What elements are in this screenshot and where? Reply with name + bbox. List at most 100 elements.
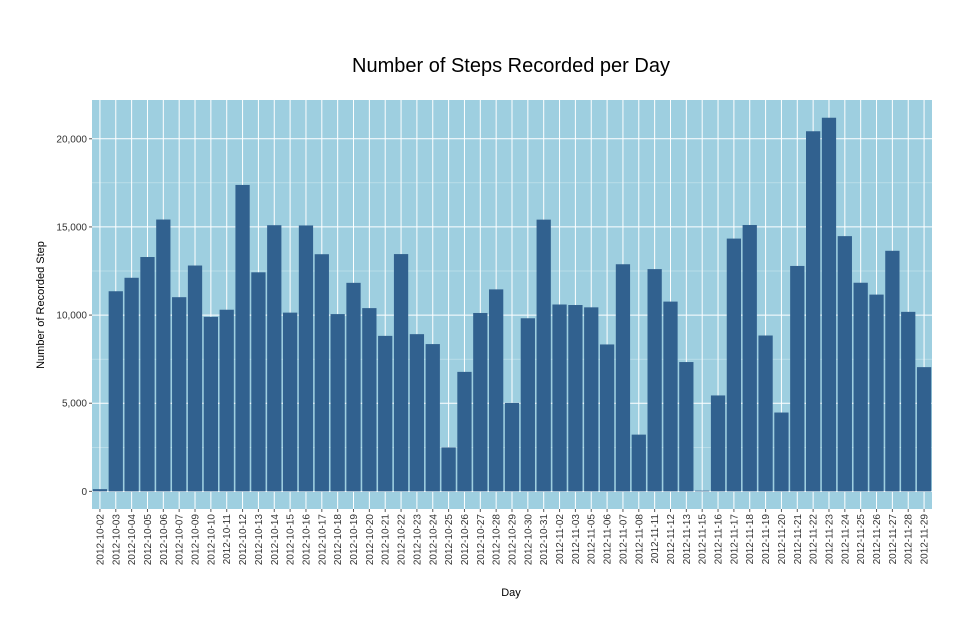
bar bbox=[679, 362, 694, 492]
bar bbox=[409, 334, 425, 492]
x-tick-label: 2012-11-05 bbox=[587, 514, 598, 565]
bar bbox=[92, 489, 108, 492]
x-tick-label: 2012-10-30 bbox=[523, 514, 534, 566]
y-tick-label: 10,000 bbox=[56, 311, 87, 322]
x-tick-label: 2012-10-07 bbox=[175, 514, 186, 566]
x-tick-label: 2012-10-22 bbox=[397, 514, 408, 566]
x-tick-label: 2012-11-06 bbox=[603, 514, 614, 565]
y-axis-ticks: 0 5,000 10,000 15,000 20,000 bbox=[56, 134, 92, 498]
bar bbox=[235, 184, 250, 492]
x-tick-label: 2012-10-20 bbox=[365, 514, 376, 566]
bar bbox=[742, 224, 757, 492]
bar bbox=[473, 312, 488, 492]
bar bbox=[457, 371, 472, 492]
bar bbox=[837, 236, 852, 492]
x-tick-label: 2012-11-23 bbox=[824, 514, 835, 565]
bar bbox=[378, 335, 393, 492]
bar bbox=[615, 264, 631, 492]
x-tick-label: 2012-10-12 bbox=[238, 514, 249, 566]
x-tick-label: 2012-11-08 bbox=[634, 514, 645, 565]
x-tick-label: 2012-11-29 bbox=[920, 514, 931, 565]
x-tick-label: 2012-10-14 bbox=[270, 514, 281, 566]
x-tick-label: 2012-10-28 bbox=[492, 514, 503, 566]
x-tick-label: 2012-11-16 bbox=[714, 514, 725, 565]
x-tick-label: 2012-11-24 bbox=[840, 514, 851, 565]
x-tick-label: 2012-11-27 bbox=[888, 514, 899, 565]
bar bbox=[298, 225, 314, 492]
bar bbox=[203, 316, 218, 492]
x-tick-label: 2012-10-24 bbox=[428, 514, 439, 566]
x-tick-label: 2012-11-12 bbox=[666, 514, 677, 565]
bar bbox=[504, 402, 520, 492]
x-tick-label: 2012-11-03 bbox=[571, 514, 582, 565]
bar bbox=[282, 312, 298, 492]
x-tick-label: 2012-10-11 bbox=[222, 514, 233, 565]
x-tick-label: 2012-10-03 bbox=[111, 514, 122, 566]
bar bbox=[568, 305, 583, 492]
x-tick-label: 2012-10-26 bbox=[460, 514, 471, 566]
bar bbox=[393, 254, 409, 492]
x-tick-label: 2012-10-04 bbox=[127, 514, 138, 566]
bar bbox=[695, 490, 710, 492]
x-tick-label: 2012-11-22 bbox=[809, 514, 820, 565]
y-tick-label: 15,000 bbox=[56, 222, 87, 233]
bar bbox=[663, 301, 678, 492]
bar bbox=[647, 269, 662, 492]
bar bbox=[156, 219, 171, 492]
x-tick-label: 2012-10-15 bbox=[286, 514, 297, 566]
x-tick-label: 2012-11-26 bbox=[872, 514, 883, 565]
y-tick-label: 20,000 bbox=[56, 134, 87, 145]
x-tick-label: 2012-10-06 bbox=[159, 514, 170, 566]
x-tick-label: 2012-10-21 bbox=[381, 514, 392, 566]
y-axis-title: Number of Recorded Step bbox=[35, 241, 47, 369]
x-tick-label: 2012-11-25 bbox=[856, 514, 867, 565]
x-tick-label: 2012-10-19 bbox=[349, 514, 360, 566]
bar bbox=[520, 318, 535, 492]
x-tick-label: 2012-10-23 bbox=[412, 514, 423, 566]
bar bbox=[330, 314, 345, 492]
bar bbox=[726, 238, 742, 492]
x-tick-label: 2012-11-15 bbox=[698, 514, 709, 565]
x-tick-label: 2012-11-02 bbox=[555, 514, 566, 565]
x-tick-label: 2012-11-28 bbox=[904, 514, 915, 565]
x-tick-label: 2012-10-29 bbox=[508, 514, 519, 566]
bar bbox=[916, 367, 932, 492]
x-axis-ticks: 2012-10-02 2012-10-03 2012-10-04 2012-10-05… bbox=[95, 509, 931, 566]
bar bbox=[584, 307, 599, 492]
bar bbox=[346, 282, 361, 492]
y-tick-label: 0 bbox=[81, 487, 87, 498]
bar bbox=[187, 265, 203, 492]
x-tick-label: 2012-11-20 bbox=[777, 514, 788, 565]
bar bbox=[901, 311, 916, 492]
bar bbox=[790, 265, 805, 492]
x-tick-label: 2012-11-07 bbox=[618, 514, 629, 565]
bars bbox=[92, 117, 932, 492]
y-tick-label: 5,000 bbox=[62, 399, 87, 410]
bar bbox=[774, 412, 789, 492]
x-tick-label: 2012-11-19 bbox=[761, 514, 772, 565]
bar bbox=[536, 219, 551, 492]
bar bbox=[124, 277, 139, 492]
bar bbox=[885, 250, 900, 492]
bar bbox=[806, 131, 821, 492]
x-tick-label: 2012-11-17 bbox=[729, 514, 740, 565]
bar bbox=[425, 344, 440, 492]
x-tick-label: 2012-10-09 bbox=[191, 514, 202, 566]
bar bbox=[821, 117, 837, 492]
x-tick-label: 2012-11-21 bbox=[793, 514, 804, 565]
x-tick-label: 2012-10-10 bbox=[206, 514, 217, 566]
x-tick-label: 2012-10-17 bbox=[317, 514, 328, 566]
bar bbox=[710, 395, 726, 492]
bar bbox=[140, 257, 155, 492]
x-tick-label: 2012-11-11 bbox=[650, 514, 661, 564]
bar bbox=[758, 335, 773, 492]
x-tick-label: 2012-10-25 bbox=[444, 514, 455, 566]
bar bbox=[108, 291, 123, 492]
x-tick-label: 2012-10-31 bbox=[539, 514, 550, 566]
x-tick-label: 2012-10-13 bbox=[254, 514, 265, 566]
x-tick-label: 2012-10-27 bbox=[476, 514, 487, 566]
bar bbox=[441, 447, 456, 492]
bar bbox=[314, 254, 329, 492]
x-tick-label: 2012-11-13 bbox=[682, 514, 693, 565]
